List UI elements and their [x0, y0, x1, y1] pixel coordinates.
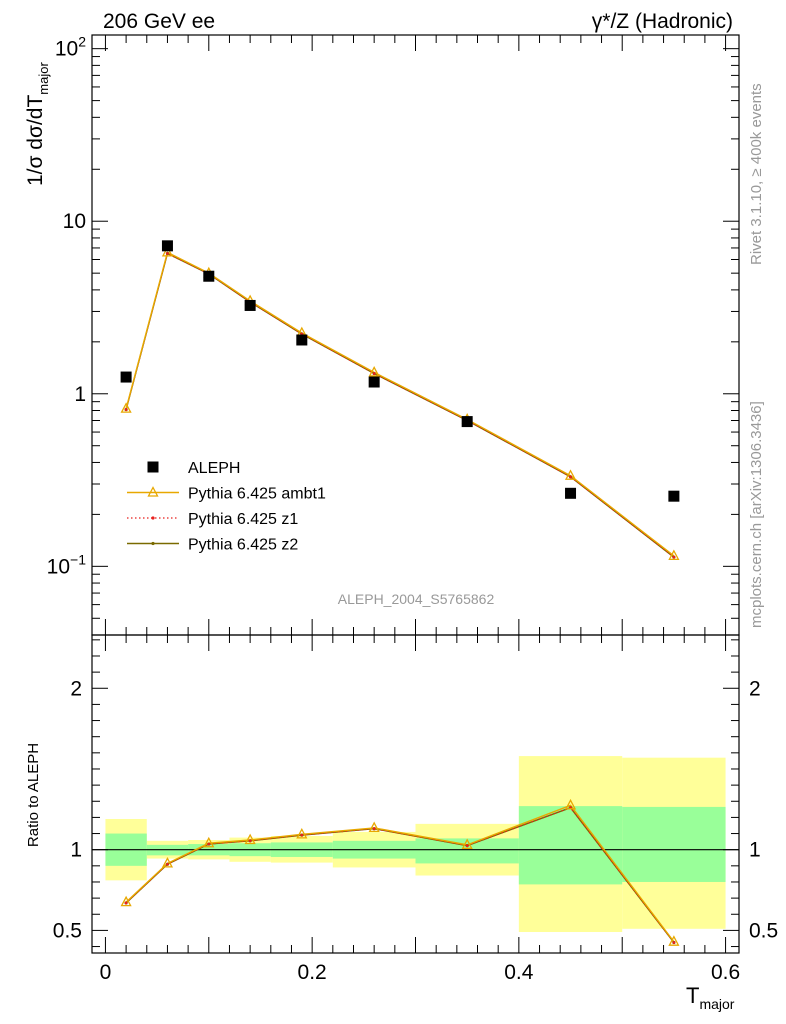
legend-marker-ambt1 — [147, 486, 159, 497]
ratio-point-z1 — [372, 827, 376, 831]
ratio-band-inner — [518, 806, 623, 885]
ratio-point-ambt1 — [668, 935, 680, 946]
mcplots-label: mcplots.cern.ch [arXiv:1306.3436] — [748, 401, 765, 628]
ratio-y-tick-label-right: 2 — [749, 677, 761, 700]
ratio-point-ambt1 — [461, 838, 473, 849]
tick-label-base: 10 — [55, 38, 78, 61]
tick-label-base: 10 — [47, 555, 70, 578]
legend-label: Pythia 6.425 z1 — [188, 511, 298, 528]
ratio-y-axis-label: Ratio to ALEPH — [25, 743, 42, 847]
x-tick-label: 0.6 — [711, 961, 740, 984]
point-ambt1 — [368, 366, 380, 377]
header-left-title: 206 GeV ee — [103, 10, 215, 33]
main-y-axis-label-sub: major — [36, 62, 51, 95]
ratio-y-tick-label: 0.5 — [53, 919, 82, 942]
legend-label: ALEPH — [188, 460, 240, 477]
ratio-point-z1 — [248, 839, 252, 843]
analysis-id: ALEPH_2004_S5765862 — [338, 591, 495, 607]
x-tick-label: 0.2 — [298, 961, 327, 984]
main-plot-marks — [120, 240, 680, 561]
point-z1 — [124, 408, 128, 411]
legend-marker-z2 — [151, 541, 155, 546]
point-ambt1 — [120, 402, 132, 413]
x-tick-label: 0 — [100, 961, 112, 984]
ratio-point-ambt1 — [161, 857, 174, 868]
tick-label-exponent: 2 — [78, 34, 86, 50]
data-point-aleph — [203, 270, 215, 282]
ratio-y-tick-label-right: 1 — [749, 839, 761, 862]
x-axis-label-text: T — [686, 983, 699, 1008]
ratio-point-z1 — [672, 941, 676, 944]
header-right-title: γ*/Z (Hadronic) — [592, 10, 733, 33]
data-point-aleph — [244, 299, 256, 311]
rivet-label: Rivet 3.1.10, ≥ 400k events — [748, 83, 765, 265]
ratio-band-inner — [415, 838, 519, 864]
legend-marker-aleph — [147, 461, 159, 473]
data-point-aleph — [120, 371, 132, 383]
ratio-band-inner — [622, 806, 726, 882]
ratio-ticks: 0.5 0.5 1 1 2 2 0 0.2 0.4 0.6 — [53, 635, 778, 984]
point-z1 — [372, 372, 376, 375]
legend-label: Pythia 6.425 ambt1 — [188, 486, 326, 503]
main-y-tick-label: 1 — [74, 383, 86, 406]
ratio-y-tick-label: 1 — [70, 839, 82, 862]
point-ambt1 — [668, 549, 680, 561]
data-point-aleph — [461, 416, 473, 428]
ratio-point-z1 — [166, 862, 169, 866]
legend: ALEPH Pythia 6.425 ambt1 Pythia 6.425 z1 Py… — [127, 460, 326, 554]
point-z1 — [166, 252, 169, 255]
legend-label: Pythia 6.425 z2 — [188, 537, 298, 554]
data-point-aleph — [565, 487, 577, 499]
ratio-point-ambt1 — [564, 798, 577, 810]
main-y-axis-label-text: 1/σ dσ/dT — [24, 95, 47, 186]
data-point-aleph — [161, 240, 173, 252]
main-y-tick-label: 10 — [63, 210, 86, 233]
point-ambt1 — [161, 245, 174, 257]
x-tick-label: 0.4 — [504, 961, 534, 984]
data-point-aleph — [296, 334, 308, 346]
x-axis-label: Tmajor — [686, 983, 735, 1012]
data-point-aleph — [368, 376, 380, 388]
ratio-point-ambt1 — [368, 821, 380, 833]
ratio-point-z1 — [207, 842, 211, 846]
main-y-tick-label: 102 — [55, 34, 86, 61]
x-axis-label-sub: major — [699, 996, 734, 1012]
ratio-y-tick-label-right: 0.5 — [749, 919, 778, 942]
ratio-point-ambt1 — [120, 895, 132, 907]
ratio-point-z1 — [300, 833, 304, 837]
ratio-plot-marks — [92, 756, 739, 946]
ratio-point-ambt1 — [244, 833, 256, 845]
ratio-point-z1 — [124, 901, 128, 905]
ratio-point-z1 — [465, 844, 469, 848]
ratio-point-ambt1 — [296, 827, 308, 839]
point-z1 — [672, 555, 676, 559]
ratio-panel: 0.5 0.5 1 1 2 2 0 0.2 0.4 0.6 Ratio to ALEPH Tmaj… — [25, 634, 778, 1012]
ratio-y-tick-label: 2 — [70, 677, 82, 700]
tick-label-exponent: −1 — [70, 551, 86, 567]
main-y-tick-label: 10−1 — [47, 551, 87, 578]
point-ambt1 — [564, 469, 577, 480]
ratio-point-ambt1 — [203, 836, 215, 848]
main-y-axis-label: 1/σ dσ/dTmajor — [24, 62, 51, 186]
data-point-aleph — [668, 490, 680, 502]
point-z1 — [569, 475, 572, 479]
legend-marker-z1 — [151, 516, 155, 520]
series-line-z1 — [125, 252, 675, 558]
